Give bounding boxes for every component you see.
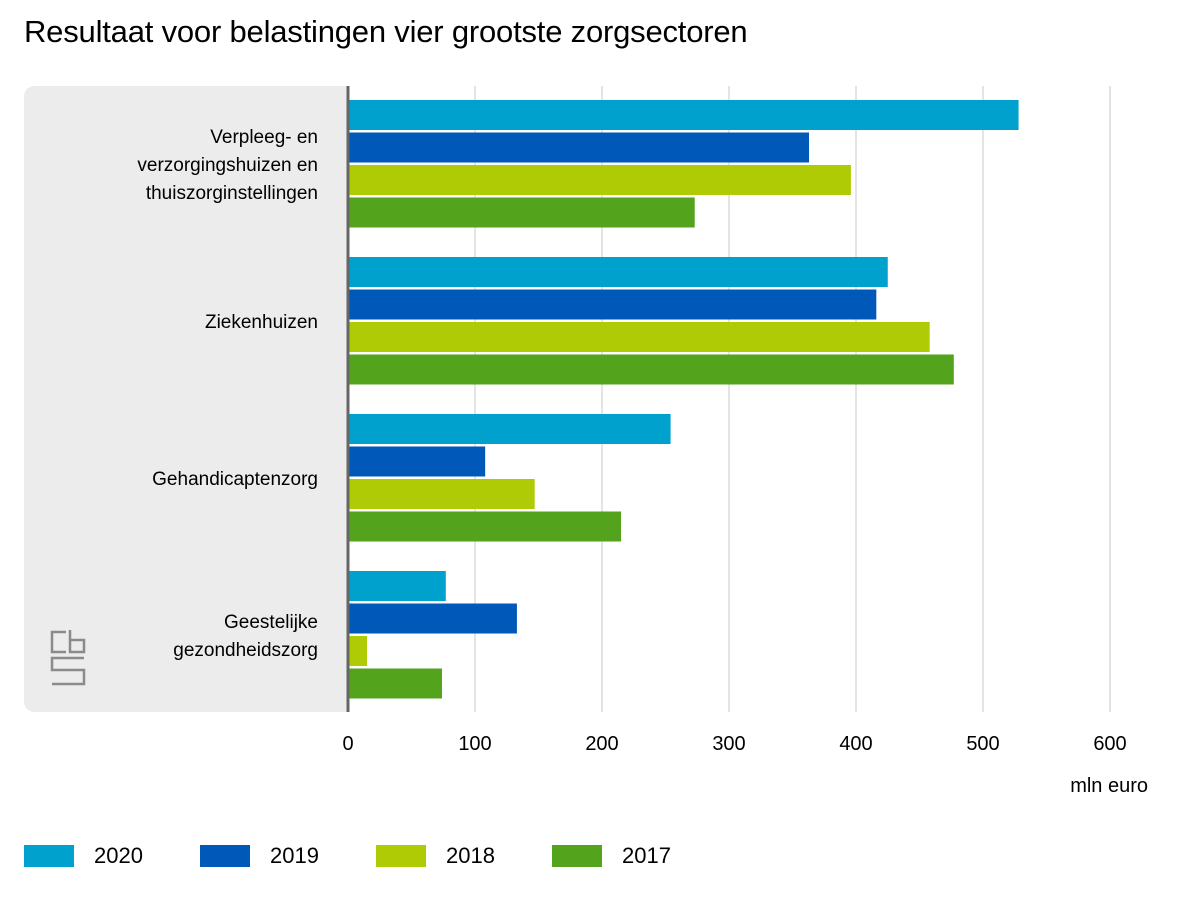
bar-2017-1 bbox=[348, 354, 954, 385]
x-tick-label-100: 100 bbox=[458, 733, 491, 755]
legend-item-2019: 2019 bbox=[200, 843, 376, 869]
x-tick-label-500: 500 bbox=[966, 733, 999, 755]
bar-2019-2 bbox=[348, 446, 486, 477]
bar-2018-0 bbox=[348, 165, 851, 195]
bar-2020-0 bbox=[348, 100, 1019, 130]
bar-2017-2 bbox=[348, 511, 622, 542]
legend-label-2020: 2020 bbox=[94, 843, 143, 868]
bar-2020-1 bbox=[348, 257, 888, 287]
legend-swatch-2019 bbox=[200, 845, 250, 867]
chart-title: Resultaat voor belastingen vier grootste… bbox=[24, 14, 748, 49]
legend-label-2019: 2019 bbox=[270, 843, 319, 868]
bar-2019-3 bbox=[348, 603, 517, 634]
legend-label-2018: 2018 bbox=[446, 843, 495, 868]
bar-2019-1 bbox=[348, 289, 877, 320]
x-axis-label: mln euro bbox=[1070, 775, 1148, 797]
x-tick-label-300: 300 bbox=[712, 733, 745, 755]
legend-swatch-2018 bbox=[376, 845, 426, 867]
bar-2019-0 bbox=[348, 132, 810, 163]
x-tick-label-600: 600 bbox=[1093, 733, 1126, 755]
legend-item-2020: 2020 bbox=[24, 843, 200, 869]
legend-item-2017: 2017 bbox=[552, 843, 728, 869]
legend-label-2017: 2017 bbox=[622, 843, 671, 868]
x-tick-label-400: 400 bbox=[839, 733, 872, 755]
category-panel bbox=[24, 86, 348, 712]
legend: 2020 2019 2018 2017 bbox=[24, 843, 728, 869]
bar-2017-0 bbox=[348, 197, 695, 228]
bar-2020-2 bbox=[348, 414, 671, 444]
cbs-logo-icon bbox=[50, 630, 86, 686]
category-label-3: Geestelijke gezondheidszorg bbox=[173, 612, 318, 661]
bar-2018-2 bbox=[348, 479, 535, 509]
category-label-0: Verpleeg- en verzorgingshuizen en thuiszor… bbox=[137, 127, 318, 204]
x-tick-label-200: 200 bbox=[585, 733, 618, 755]
legend-swatch-2020 bbox=[24, 845, 74, 867]
bar-2020-3 bbox=[348, 571, 446, 601]
category-label-1: Ziekenhuizen bbox=[205, 312, 318, 333]
category-label-2: Gehandicaptenzorg bbox=[152, 469, 318, 490]
bar-2018-3 bbox=[348, 636, 368, 666]
bar-2017-3 bbox=[348, 668, 442, 699]
x-tick-label-0: 0 bbox=[342, 733, 353, 755]
bar-2018-1 bbox=[348, 322, 930, 352]
legend-swatch-2017 bbox=[552, 845, 602, 867]
legend-item-2018: 2018 bbox=[376, 843, 552, 869]
